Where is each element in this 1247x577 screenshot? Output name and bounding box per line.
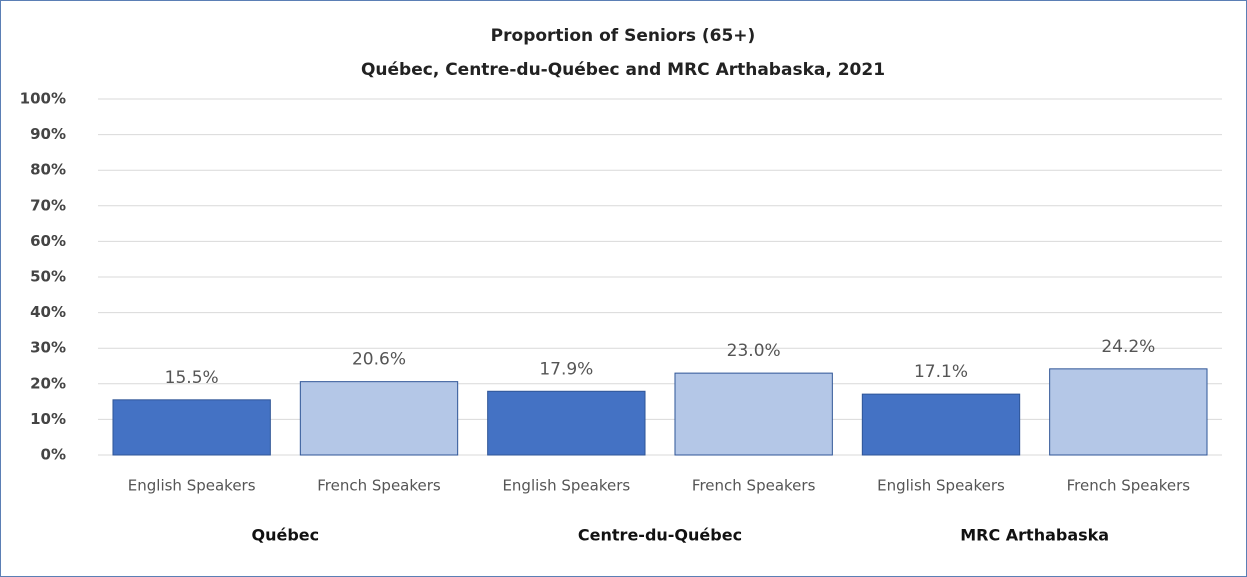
y-tick-label: 30% <box>30 339 66 357</box>
y-tick-label: 70% <box>30 196 66 214</box>
data-label: 23.0% <box>727 341 781 361</box>
bar <box>674 372 833 456</box>
x-tick-label: English Speakers <box>877 477 1005 495</box>
y-tick-label: 20% <box>30 374 66 392</box>
y-tick-label: 100% <box>20 90 66 108</box>
group-label: Centre-du-Québec <box>578 526 742 545</box>
y-tick-label: 40% <box>30 303 66 321</box>
data-label: 20.6% <box>352 350 406 370</box>
group-label: MRC Arthabaska <box>960 526 1109 545</box>
bar <box>299 381 459 456</box>
data-label: 24.2% <box>1101 337 1155 357</box>
y-tick-label: 80% <box>30 161 66 179</box>
y-tick-label: 10% <box>30 410 66 428</box>
chart-subtitle: Québec, Centre-du-Québec and MRC Arthaba… <box>361 60 885 80</box>
y-tick-label: 0% <box>41 446 66 464</box>
bar <box>861 393 1021 456</box>
chart-title: Proportion of Seniors (65+) <box>491 26 756 46</box>
data-label: 15.5% <box>165 368 219 388</box>
bar <box>487 390 646 456</box>
x-tick-label: French Speakers <box>317 477 441 495</box>
data-label: 17.9% <box>539 359 593 379</box>
x-tick-label: English Speakers <box>128 477 256 495</box>
x-tick-label: French Speakers <box>692 477 816 495</box>
bar <box>1049 368 1208 456</box>
x-tick-label: French Speakers <box>1067 477 1191 495</box>
y-tick-label: 60% <box>30 232 66 250</box>
data-label: 17.1% <box>914 362 968 382</box>
y-tick-label: 50% <box>30 268 66 286</box>
group-label: Québec <box>252 526 320 545</box>
bar <box>112 399 271 456</box>
x-tick-label: English Speakers <box>502 477 630 495</box>
y-tick-label: 90% <box>30 125 66 143</box>
